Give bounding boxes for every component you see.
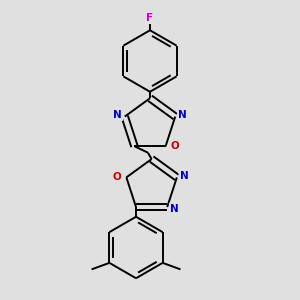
Text: N: N xyxy=(113,110,122,120)
Text: O: O xyxy=(170,141,179,151)
Text: N: N xyxy=(170,204,179,214)
Text: O: O xyxy=(113,172,122,182)
Text: F: F xyxy=(146,13,154,23)
Text: N: N xyxy=(180,171,188,181)
Text: N: N xyxy=(178,110,187,120)
